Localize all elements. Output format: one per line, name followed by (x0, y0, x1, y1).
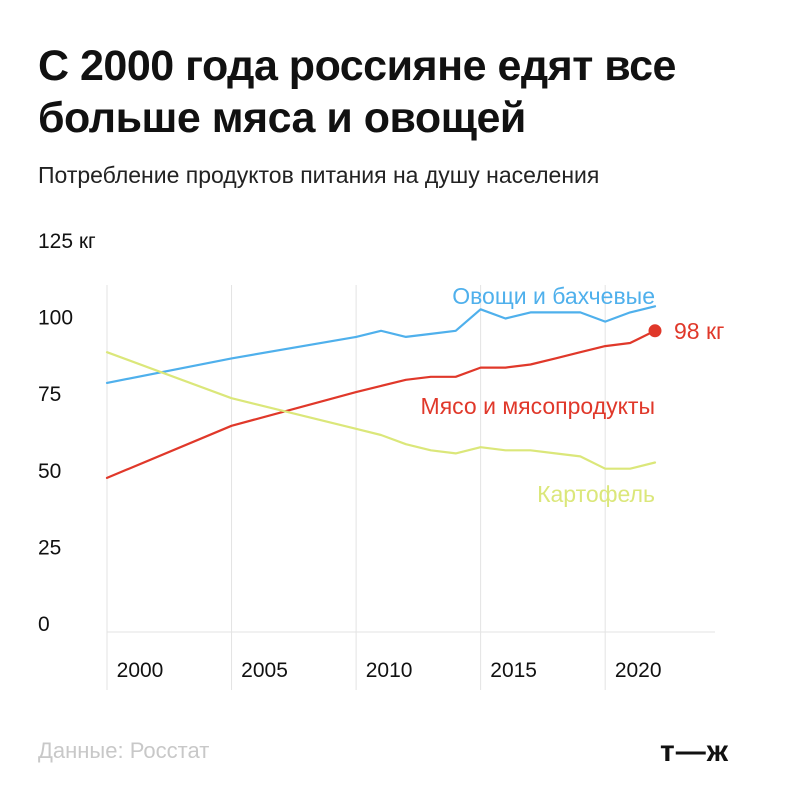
line-chart: 0 25 50 75 100 125 кг 2000 2005 2010 2015 2020 Ово… (38, 230, 725, 690)
series-label-meat: Мясо и мясопродукты (421, 393, 655, 419)
series-line-potatoes (105, 351, 657, 470)
axis-layer: 0 25 50 75 100 125 кг 2000 2005 2010 2015 2020 (38, 230, 662, 682)
chart-subtitle: Потребление продуктов питания на душу на… (38, 162, 600, 188)
series-layer (105, 305, 657, 479)
data-source: Данные: Росстат (38, 738, 210, 763)
y-tick-label: 25 (38, 536, 61, 559)
y-tick-label: 100 (38, 307, 73, 330)
series-label-vegetables: Овощи и бахчевые (452, 283, 655, 309)
series-label-potatoes: Картофель (537, 481, 655, 507)
y-tick-label: 125 кг (38, 230, 96, 253)
x-tick-label: 2000 (117, 659, 164, 682)
y-tick-label: 0 (38, 613, 50, 636)
x-tick-label: 2020 (615, 659, 662, 682)
brand-logo: т—ж (660, 735, 729, 768)
y-tick-label: 50 (38, 460, 61, 483)
grid-layer (106, 285, 715, 690)
chart-title: С 2000 года россияне едят все больше мяс… (38, 42, 676, 142)
label-layer: Овощи и бахчевые Мясо и мясопродукты Карто… (421, 283, 725, 507)
series-line-meat (105, 329, 657, 479)
end-value-label: 98 кг (674, 318, 724, 344)
series-line-vegetables (105, 305, 657, 384)
y-tick-label: 75 (38, 383, 61, 406)
x-tick-label: 2015 (490, 659, 537, 682)
x-tick-label: 2005 (241, 659, 288, 682)
end-point-marker (648, 324, 662, 338)
x-tick-label: 2010 (366, 659, 413, 682)
